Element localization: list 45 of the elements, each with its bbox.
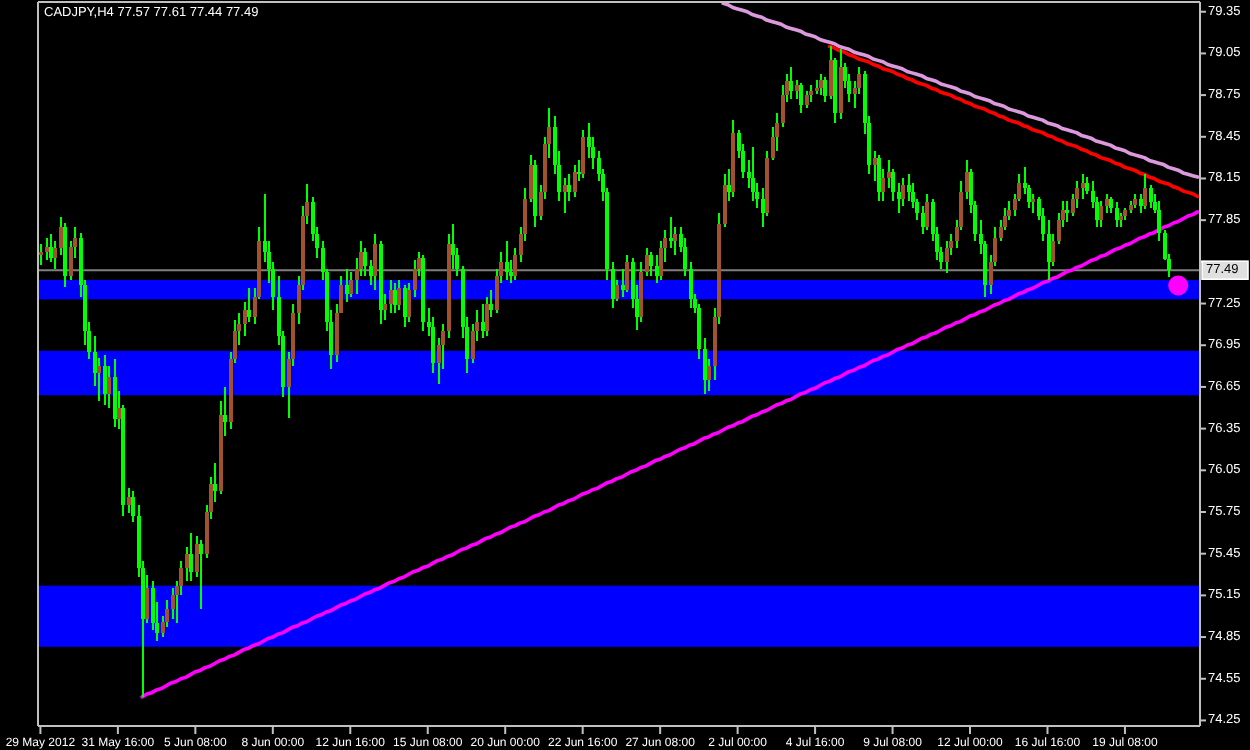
line-series bbox=[827, 44, 1200, 199]
candlestick bbox=[485, 295, 489, 337]
candlestick bbox=[389, 278, 393, 315]
candlestick bbox=[1031, 192, 1035, 215]
candlestick bbox=[39, 242, 43, 266]
candlestick bbox=[945, 240, 949, 274]
candlestick bbox=[819, 73, 823, 97]
candlestick bbox=[1099, 199, 1103, 229]
candlestick bbox=[1075, 180, 1079, 209]
candlestick bbox=[925, 192, 929, 231]
candlestick bbox=[49, 233, 53, 263]
candlestick bbox=[403, 284, 407, 329]
candlestick bbox=[345, 267, 349, 304]
candlestick bbox=[573, 163, 577, 198]
candlestick bbox=[199, 538, 203, 611]
candlestick bbox=[45, 237, 49, 262]
candlestick bbox=[839, 48, 843, 120]
candlestick bbox=[1065, 199, 1069, 223]
candlestick bbox=[103, 353, 107, 406]
candlestick bbox=[1149, 184, 1153, 209]
candlestick bbox=[393, 281, 397, 315]
candlestick bbox=[823, 76, 827, 104]
line-series bbox=[721, 2, 1200, 179]
candlestick bbox=[189, 531, 193, 583]
candlestick bbox=[363, 246, 367, 277]
candlestick bbox=[877, 153, 881, 202]
candlestick bbox=[751, 145, 755, 202]
candlestick bbox=[669, 216, 673, 249]
candlestick bbox=[113, 358, 117, 429]
candlestick bbox=[649, 251, 653, 277]
candlestick bbox=[1081, 173, 1085, 201]
candlestick bbox=[505, 240, 509, 281]
candlestick bbox=[907, 173, 911, 202]
candlestick bbox=[1007, 199, 1011, 222]
candlestick bbox=[789, 66, 793, 101]
candlestick bbox=[171, 587, 175, 620]
line-series bbox=[140, 210, 1200, 699]
candlestick bbox=[397, 278, 401, 312]
candlestick bbox=[1143, 173, 1147, 211]
candlestick bbox=[625, 253, 629, 294]
candlestick bbox=[1115, 201, 1119, 229]
candlestick bbox=[901, 177, 905, 208]
candlestick bbox=[581, 128, 585, 180]
candlestick bbox=[799, 81, 803, 115]
candlestick bbox=[481, 302, 485, 340]
